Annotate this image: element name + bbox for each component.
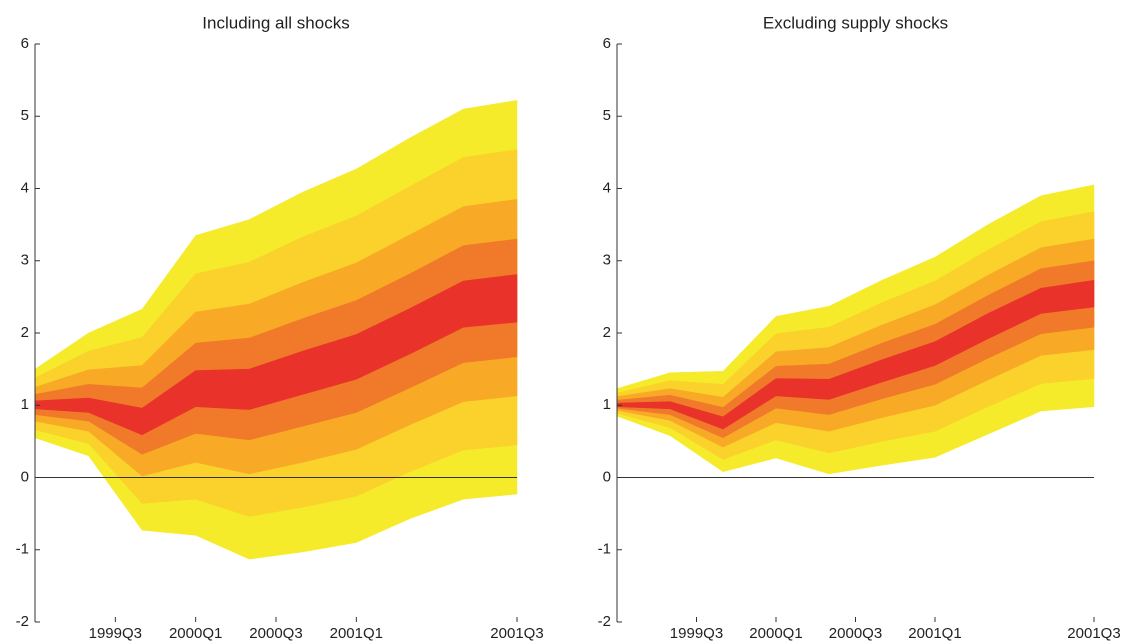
x-tick-label: 2001Q1 (330, 625, 383, 642)
y-tick-label: -1 (598, 541, 611, 558)
x-tick-label: 1999Q3 (670, 625, 723, 642)
y-tick-label: -2 (16, 613, 29, 630)
y-tick-label: 6 (603, 35, 611, 52)
fan-band (616, 260, 1095, 439)
y-tick-label: 5 (21, 107, 29, 124)
y-tick-label: 2 (603, 324, 611, 341)
y-tick-label: -2 (598, 613, 611, 630)
x-tick-label: 1999Q3 (89, 625, 142, 642)
x-tick-label: 2001Q3 (490, 625, 543, 642)
y-tick-label: 5 (603, 107, 611, 124)
y-tick-label: 3 (21, 252, 29, 269)
x-tick-label: 2000Q3 (829, 625, 882, 642)
y-tick-label: 1 (21, 396, 29, 413)
y-tick-label: 2 (21, 324, 29, 341)
x-tick-label: 2000Q1 (749, 625, 802, 642)
x-tick-label: 2001Q3 (1067, 625, 1120, 642)
y-tick-label: -1 (16, 541, 29, 558)
chart-title: Excluding supply shocks (763, 13, 948, 32)
y-tick-label: 1 (603, 396, 611, 413)
chart-title: Including all shocks (202, 13, 349, 32)
fan-band (34, 274, 518, 436)
y-tick-label: 3 (603, 252, 611, 269)
y-tick-label: 4 (21, 179, 29, 196)
fan-band (616, 279, 1095, 430)
y-tick-label: 6 (21, 35, 29, 52)
fan-band (616, 238, 1095, 448)
x-tick-label: 2000Q1 (169, 625, 222, 642)
y-tick-label: 0 (21, 468, 29, 485)
y-tick-label: 4 (603, 179, 611, 196)
y-tick-label: 0 (603, 468, 611, 485)
x-tick-label: 2000Q3 (249, 625, 302, 642)
x-tick-label: 2001Q1 (908, 625, 961, 642)
